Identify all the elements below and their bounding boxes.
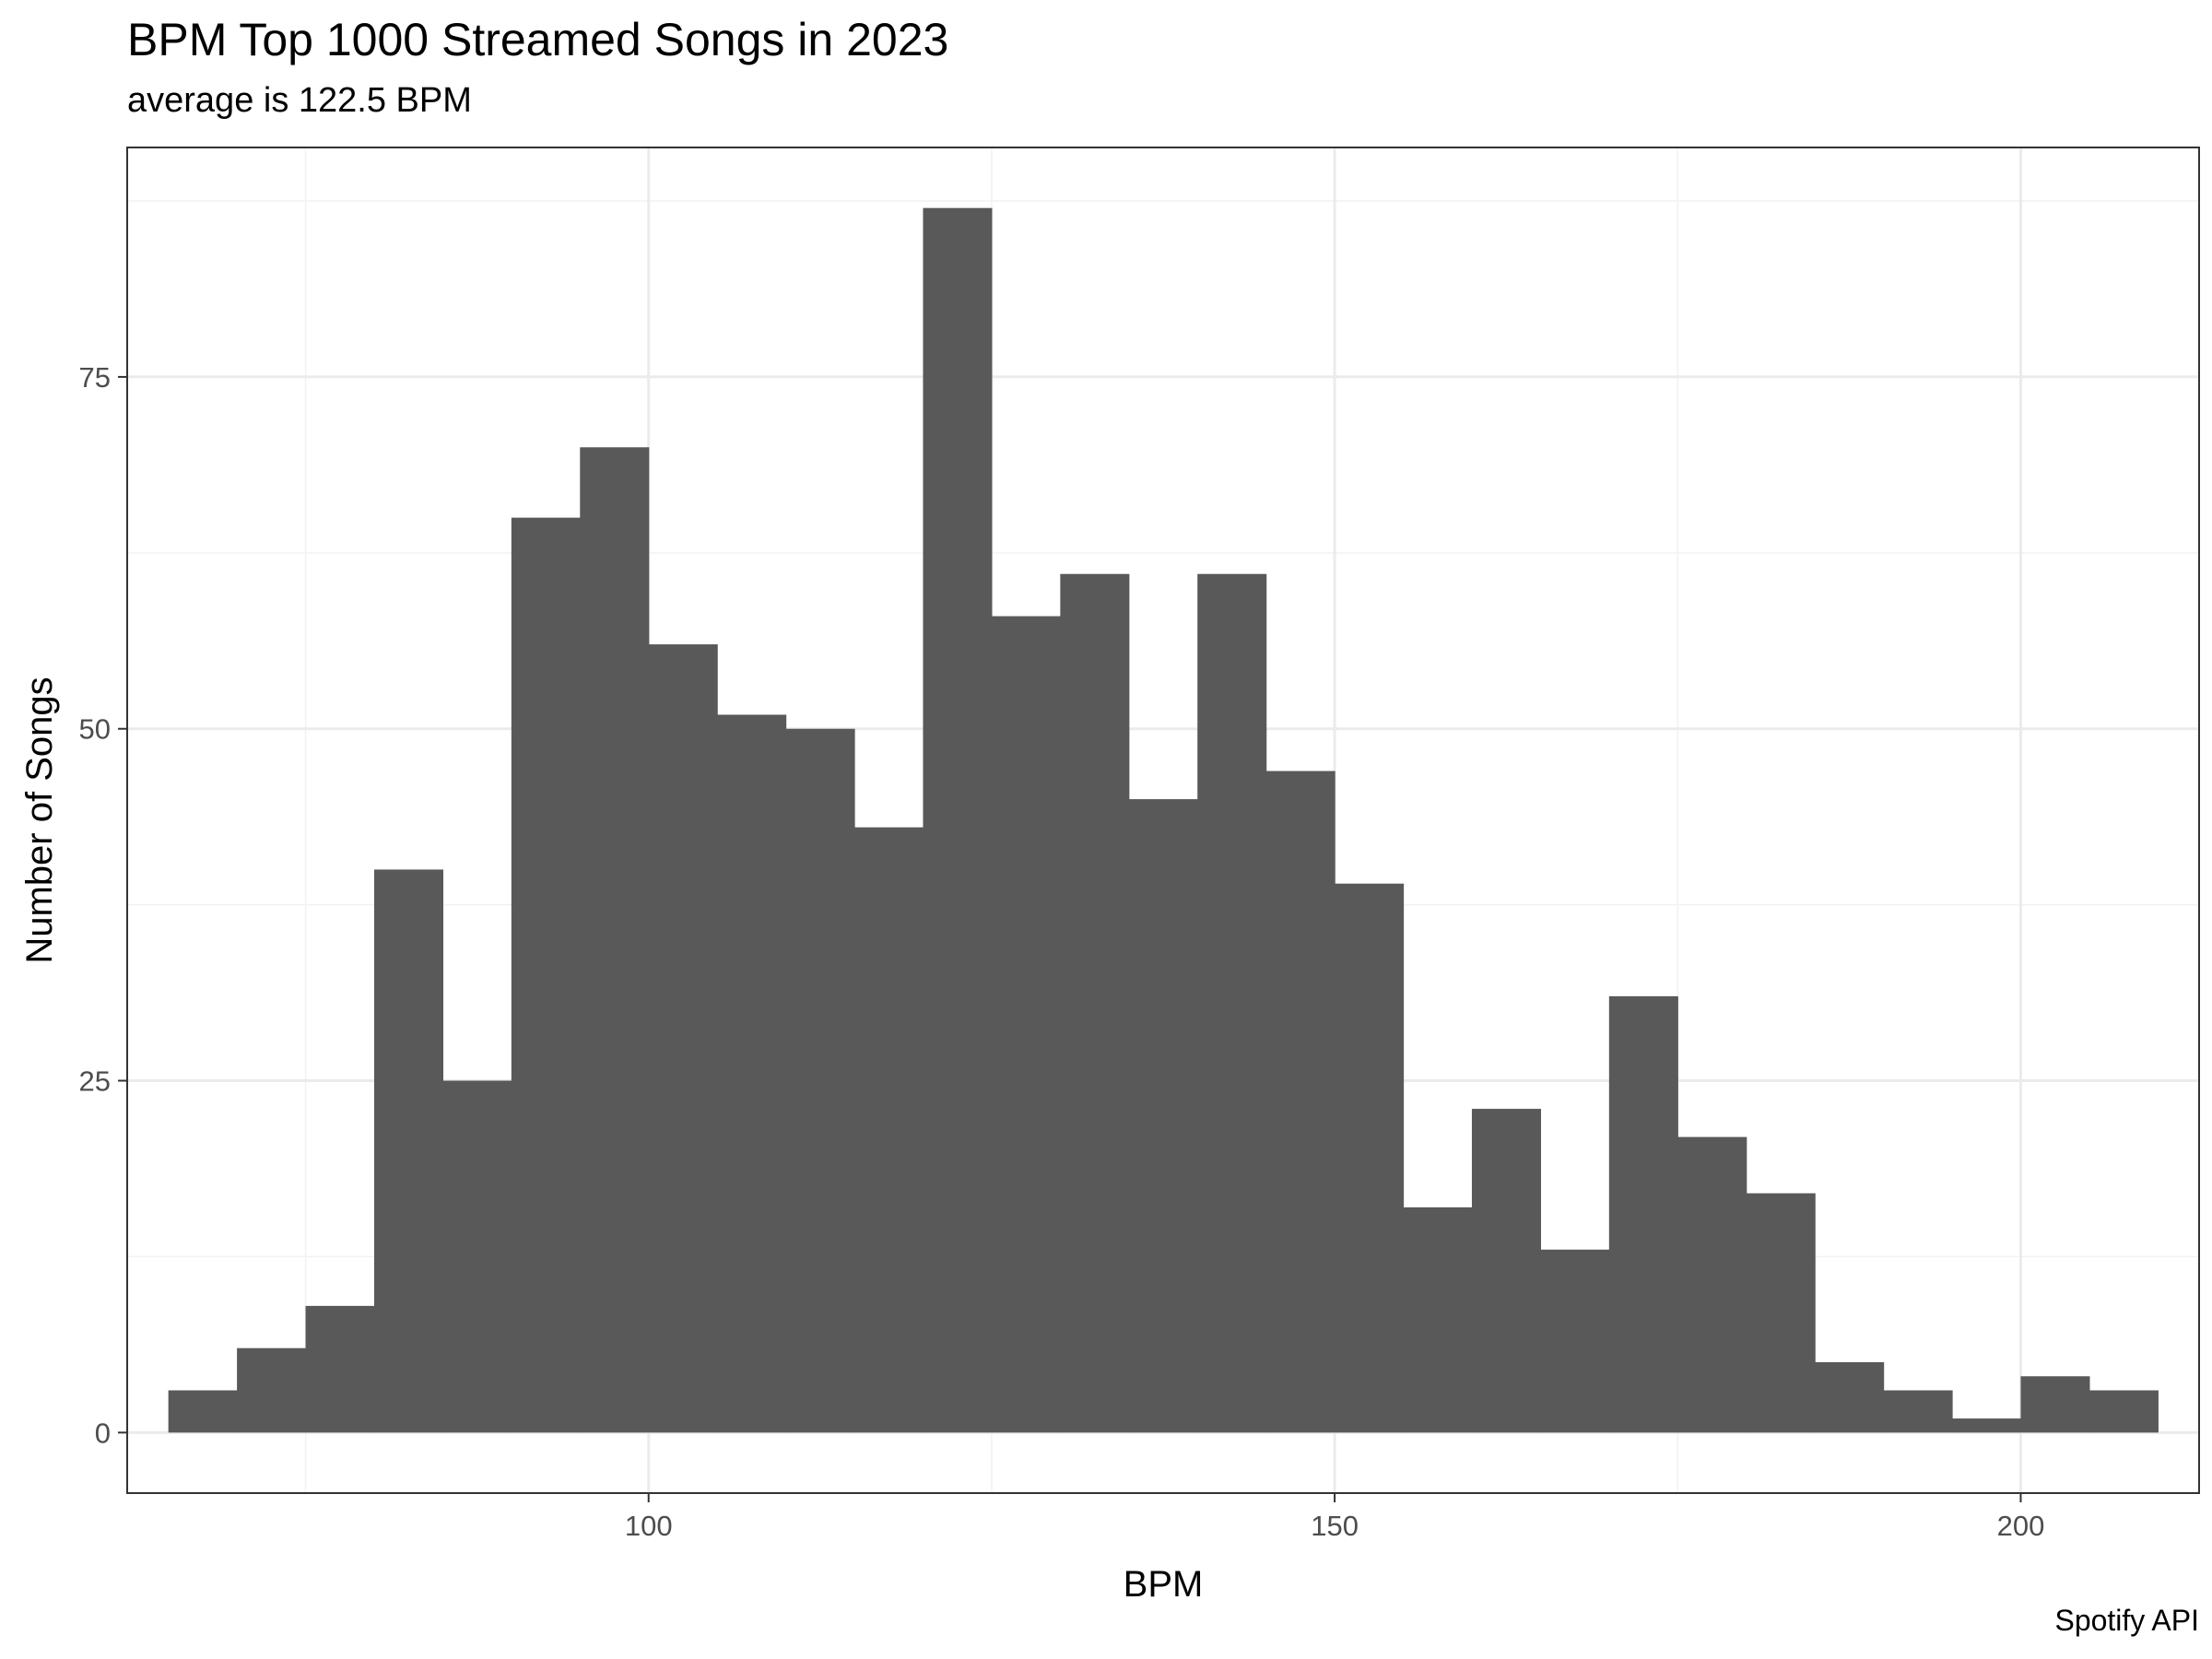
plot-panel-border: [126, 147, 2200, 1494]
histogram-bar: [2020, 1376, 2090, 1433]
histogram-bar: [991, 616, 1061, 1433]
histogram-bars: [168, 207, 2159, 1433]
histogram-bar: [1128, 799, 1198, 1433]
chart-subtitle: average is 122.5 BPM: [127, 81, 472, 120]
histogram-bar: [373, 869, 444, 1433]
histogram-bar: [1883, 1390, 1953, 1433]
y-tick-label: 0: [95, 1417, 111, 1449]
histogram-bar: [305, 1305, 375, 1433]
histogram-bar: [2088, 1390, 2159, 1433]
histogram-bar: [1952, 1418, 2022, 1433]
histogram-bar: [1060, 573, 1130, 1433]
x-tick-label: 100: [625, 1510, 673, 1542]
x-tick-label: 200: [1997, 1510, 2045, 1542]
histogram-bar: [1197, 573, 1267, 1433]
histogram-bar: [1815, 1361, 1885, 1433]
histogram-bar: [1677, 1136, 1747, 1433]
histogram-bar: [511, 517, 581, 1433]
histogram-bar: [442, 1080, 512, 1433]
histogram-bar: [580, 447, 650, 1433]
histogram-bar: [717, 714, 787, 1433]
histogram-bar: [237, 1347, 307, 1433]
x-tick-label: 150: [1311, 1510, 1359, 1542]
histogram-bar: [854, 827, 924, 1433]
y-axis-title: Number of Songs: [19, 677, 60, 963]
chart-caption: Spotify API: [2054, 1604, 2199, 1637]
histogram-bar: [1471, 1109, 1542, 1433]
axis-ticks: 100 150 200 0 25 50 75: [79, 361, 2045, 1542]
histogram-bar: [1540, 1249, 1610, 1433]
histogram-bar: [923, 207, 993, 1433]
histogram-bar: [785, 728, 855, 1433]
histogram-bar: [1608, 995, 1678, 1433]
histogram-bar: [1746, 1193, 1816, 1433]
y-tick-label: 50: [79, 713, 111, 746]
histogram-bar: [1265, 771, 1335, 1433]
y-tick-label: 75: [79, 361, 111, 394]
histogram-bar: [168, 1390, 238, 1433]
histogram-bar: [648, 644, 718, 1433]
chart-title: BPM Top 1000 Streamed Songs in 2023: [127, 14, 949, 65]
x-axis-title: BPM: [1124, 1564, 1204, 1605]
histogram-bar: [1335, 883, 1405, 1433]
histogram-bar: [1403, 1206, 1473, 1433]
y-tick-label: 25: [79, 1065, 111, 1098]
